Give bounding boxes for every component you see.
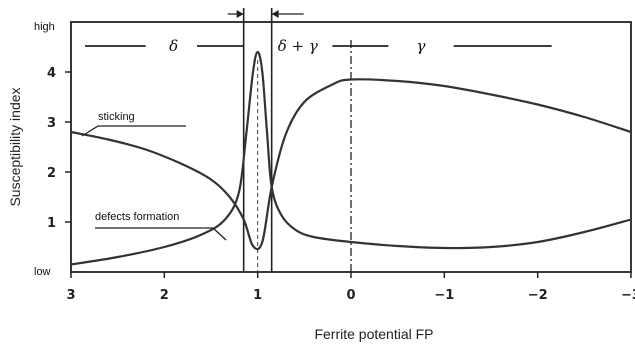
region-labels-group: δ δ + γ γ: [85, 37, 552, 55]
x-tick-label: 0: [346, 288, 355, 303]
x-tick-label: −1: [434, 288, 454, 303]
x-tick-label: −2: [528, 288, 548, 303]
y-tick-label: 2: [47, 166, 56, 181]
y-low-label: low: [34, 266, 51, 278]
y-axis-title: Susceptibility index: [7, 87, 23, 206]
y-tick-label: 3: [47, 116, 56, 131]
annotation-sticking: sticking: [98, 111, 135, 123]
y-tick-label: 4: [47, 66, 56, 81]
y-high-label: high: [34, 21, 55, 33]
x-tick-label: −3: [621, 288, 635, 303]
region-label-gamma: γ: [417, 37, 426, 55]
band-arrowhead-left: [236, 10, 244, 18]
y-tick-label: 1: [47, 216, 56, 231]
series-group: [70, 50, 632, 266]
region-label-delta: δ: [169, 37, 178, 55]
series-line-sticking: [70, 78, 632, 251]
x-axis-title: Ferrite potential FP: [314, 326, 433, 342]
x-tick-label: 1: [253, 288, 262, 303]
annotations-group: sticking defects formation: [81, 111, 227, 241]
annotation-defects: defects formation: [95, 211, 179, 223]
region-label-delta-gamma: δ + γ: [278, 37, 318, 55]
annotation-defects-pointer: [212, 227, 227, 241]
annotation-sticking-pointer: [81, 125, 99, 137]
x-tick-label: 3: [66, 288, 75, 303]
series-line-defects-formation: [70, 50, 632, 266]
band-arrowhead-right: [271, 10, 279, 18]
ticks-group: 3 2 1 0 −1 −2 −3 1 2 3 4: [47, 66, 635, 303]
x-tick-label: 2: [160, 288, 169, 303]
